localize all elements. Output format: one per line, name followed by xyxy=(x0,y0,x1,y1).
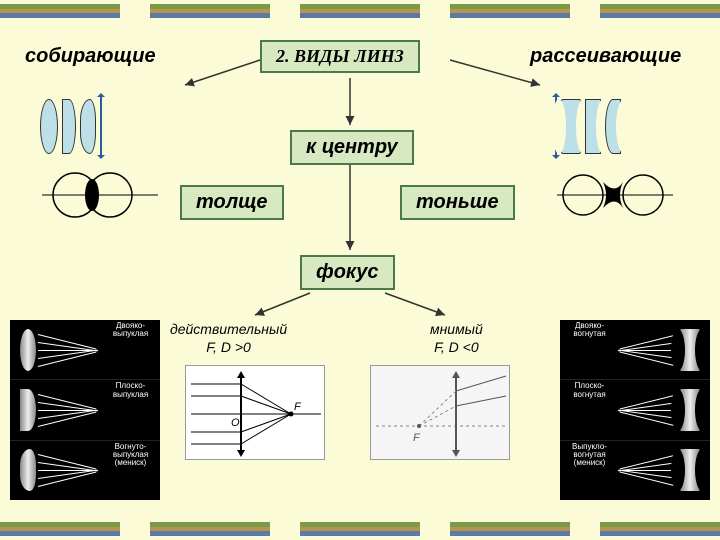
plano-concave-ray-icon xyxy=(680,389,700,431)
virtual-focus-label: мнимый F, D <0 xyxy=(430,320,483,356)
ray-label: Вогнуто-выпуклая (мениск) xyxy=(103,443,158,468)
svg-text:F: F xyxy=(413,432,421,444)
thinner-box: тоньше xyxy=(400,185,515,220)
diverging-lens-shapes xyxy=(555,95,621,157)
title-box: 2. ВИДЫ ЛИНЗ xyxy=(260,40,420,73)
diverging-spheres xyxy=(555,170,675,220)
diverging-label: рассеивающие xyxy=(530,45,681,68)
real-focus-label: действительный F, D >0 xyxy=(170,320,287,356)
converging-ray-panel: Двояко-выпуклая Плоско-выпуклая Вогнуто-… xyxy=(10,320,160,500)
plano-convex-icon xyxy=(62,99,76,154)
real-focus-formula: F, D >0 xyxy=(206,339,251,355)
converging-lens-shapes xyxy=(40,95,102,157)
ray-label: Двояко-выпуклая xyxy=(103,322,158,339)
plano-convex-ray-icon xyxy=(20,389,36,431)
meniscus-convex-icon xyxy=(80,99,96,154)
converging-spheres xyxy=(40,170,160,220)
meniscus-concave-ray-icon xyxy=(680,449,700,491)
to-center-box: к центру xyxy=(290,130,414,165)
biconvex-icon xyxy=(40,99,58,154)
real-focus-name: действительный xyxy=(170,321,287,337)
meniscus-concave-icon xyxy=(605,99,621,154)
axis-arrow-icon xyxy=(100,95,102,157)
meniscus-convex-ray-icon xyxy=(20,449,36,491)
svg-text:F: F xyxy=(294,401,302,413)
ray-label: Двояко-вогнутая xyxy=(562,322,617,339)
converging-label: собирающие xyxy=(25,45,156,68)
top-stripe xyxy=(0,4,720,18)
virtual-focus-diagram: F xyxy=(370,365,510,460)
diverging-ray-panel: Двояко-вогнутая Плоско-вогнутая Выпукло-… xyxy=(560,320,710,500)
biconcave-icon xyxy=(561,99,581,154)
biconcave-ray-icon xyxy=(680,329,700,371)
focus-box: фокус xyxy=(300,255,395,290)
plano-concave-icon xyxy=(585,99,601,154)
svg-text:O: O xyxy=(231,417,240,429)
virtual-focus-name: мнимый xyxy=(430,321,483,337)
ray-label: Плоско-вогнутая xyxy=(562,382,617,399)
biconvex-ray-icon xyxy=(20,329,36,371)
thicker-box: толще xyxy=(180,185,284,220)
bottom-stripe xyxy=(0,522,720,536)
ray-label: Плоско-выпуклая xyxy=(103,382,158,399)
virtual-focus-formula: F, D <0 xyxy=(434,339,479,355)
ray-label: Выпукло-вогнутая (мениск) xyxy=(562,443,617,468)
real-focus-diagram: F O xyxy=(185,365,325,460)
